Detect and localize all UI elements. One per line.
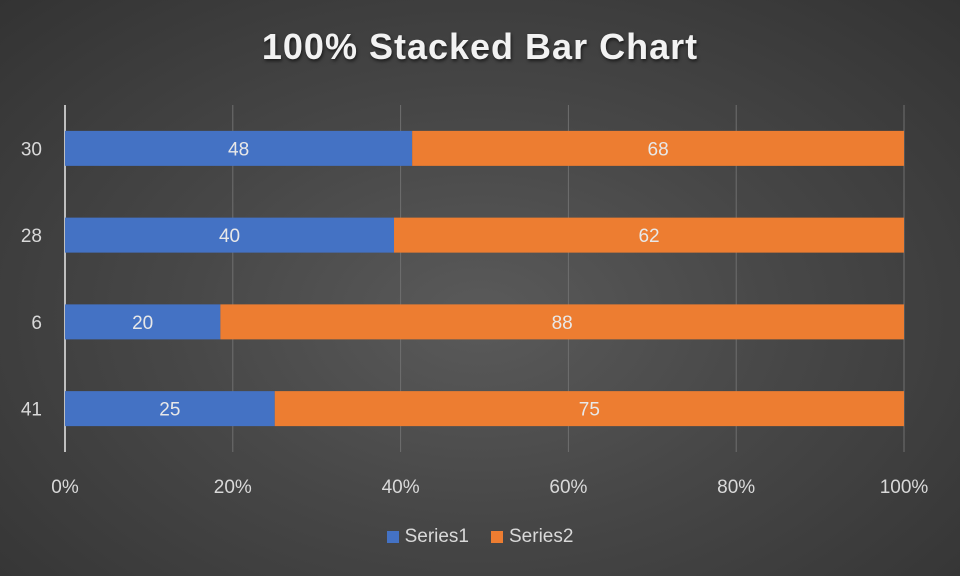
data-label: 48 <box>228 139 249 160</box>
data-label: 88 <box>552 313 573 334</box>
x-tick-label: 60% <box>549 477 587 498</box>
data-label: 40 <box>219 226 240 247</box>
x-tick-label: 100% <box>880 477 929 498</box>
y-category-label: 28 <box>21 226 42 247</box>
data-label: 20 <box>132 313 153 334</box>
x-tick-label: 40% <box>382 477 420 498</box>
y-category-label: 30 <box>21 139 42 160</box>
bar-segment-series2 <box>220 304 905 340</box>
bar-segment-series1 <box>65 217 395 253</box>
x-tick-label: 80% <box>717 477 755 498</box>
legend: Series1 Series2 <box>0 526 960 548</box>
data-label: 62 <box>638 226 659 247</box>
data-label: 25 <box>159 400 180 421</box>
legend-item-series2: Series2 <box>491 526 573 548</box>
bar-segment-series2 <box>274 391 904 427</box>
legend-item-series1: Series1 <box>386 526 469 548</box>
bar-segment-series2 <box>394 217 904 253</box>
bar-segment-series1 <box>65 130 413 166</box>
chart-title: 100% Stacked Bar Chart <box>261 26 699 67</box>
bar-segment-series1 <box>65 304 221 340</box>
bar-segment-series2 <box>412 130 904 166</box>
y-category-label: 41 <box>21 400 42 421</box>
data-label: 68 <box>648 139 669 160</box>
legend-label-series2: Series2 <box>509 526 574 547</box>
data-label: 75 <box>579 400 600 421</box>
legend-swatch-series2 <box>491 531 503 543</box>
x-tick-label: 20% <box>214 477 252 498</box>
legend-label-series1: Series1 <box>404 526 469 547</box>
legend-swatch-series1 <box>386 531 399 543</box>
bar-segment-series1 <box>65 391 275 427</box>
x-tick-label: 0% <box>51 477 79 498</box>
y-category-label: 6 <box>31 313 42 334</box>
